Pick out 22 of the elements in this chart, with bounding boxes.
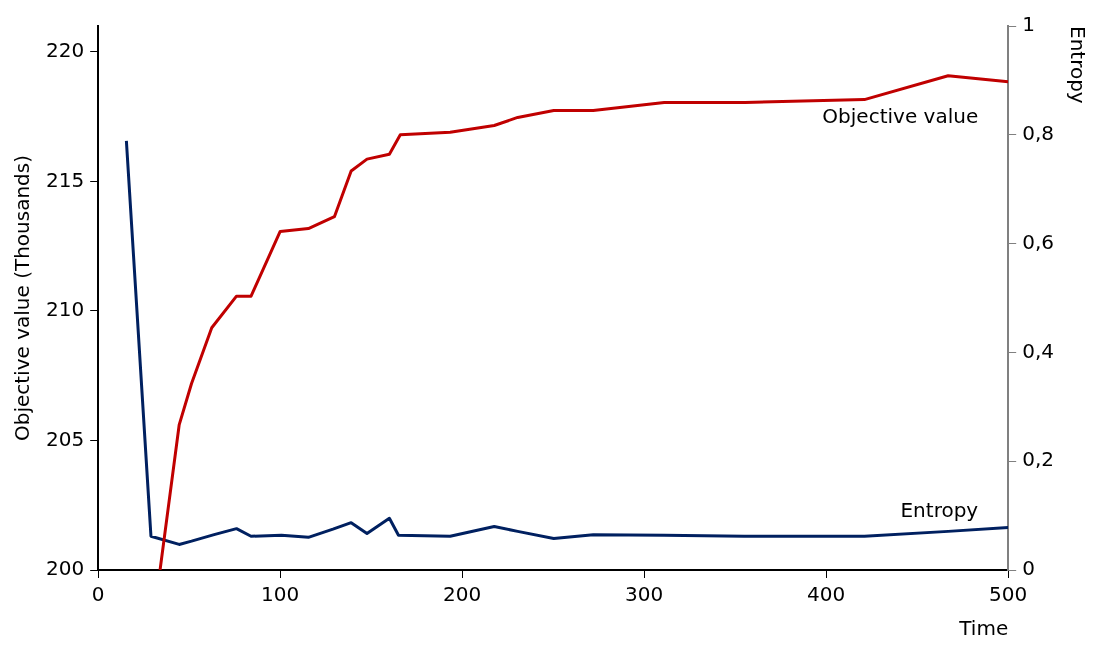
x-tick-label: 500 <box>989 582 1028 607</box>
y-tick-label: 205 <box>45 426 85 451</box>
x-tick-label: 200 <box>443 582 482 607</box>
x-axis-title: Time <box>958 616 1009 641</box>
y2-axis-title: Entropy <box>1065 26 1090 104</box>
x-tick-label: 100 <box>261 582 300 607</box>
y2-tick-label: 0 <box>1022 556 1035 581</box>
y2-tick-label: 0,4 <box>1022 338 1055 363</box>
x-tick-label: 300 <box>625 582 664 607</box>
x-tick-label: 0 <box>91 582 105 607</box>
series-label: Entropy <box>900 497 979 522</box>
y-tick-label: 200 <box>45 556 85 581</box>
y-tick-label: 215 <box>45 167 85 192</box>
y-tick-label: 220 <box>45 38 85 63</box>
y2-tick-label: 0,6 <box>1022 229 1055 254</box>
y2-tick-label: 1 <box>1022 12 1035 37</box>
y2-tick-label: 0,8 <box>1022 121 1055 145</box>
y-tick-label: 210 <box>45 297 85 322</box>
x-tick-label: 400 <box>807 582 846 607</box>
series-label: Objective value <box>822 103 979 128</box>
y-axis-title: Objective value (Thousands) <box>10 154 35 442</box>
y2-tick-label: 0,2 <box>1022 447 1055 472</box>
